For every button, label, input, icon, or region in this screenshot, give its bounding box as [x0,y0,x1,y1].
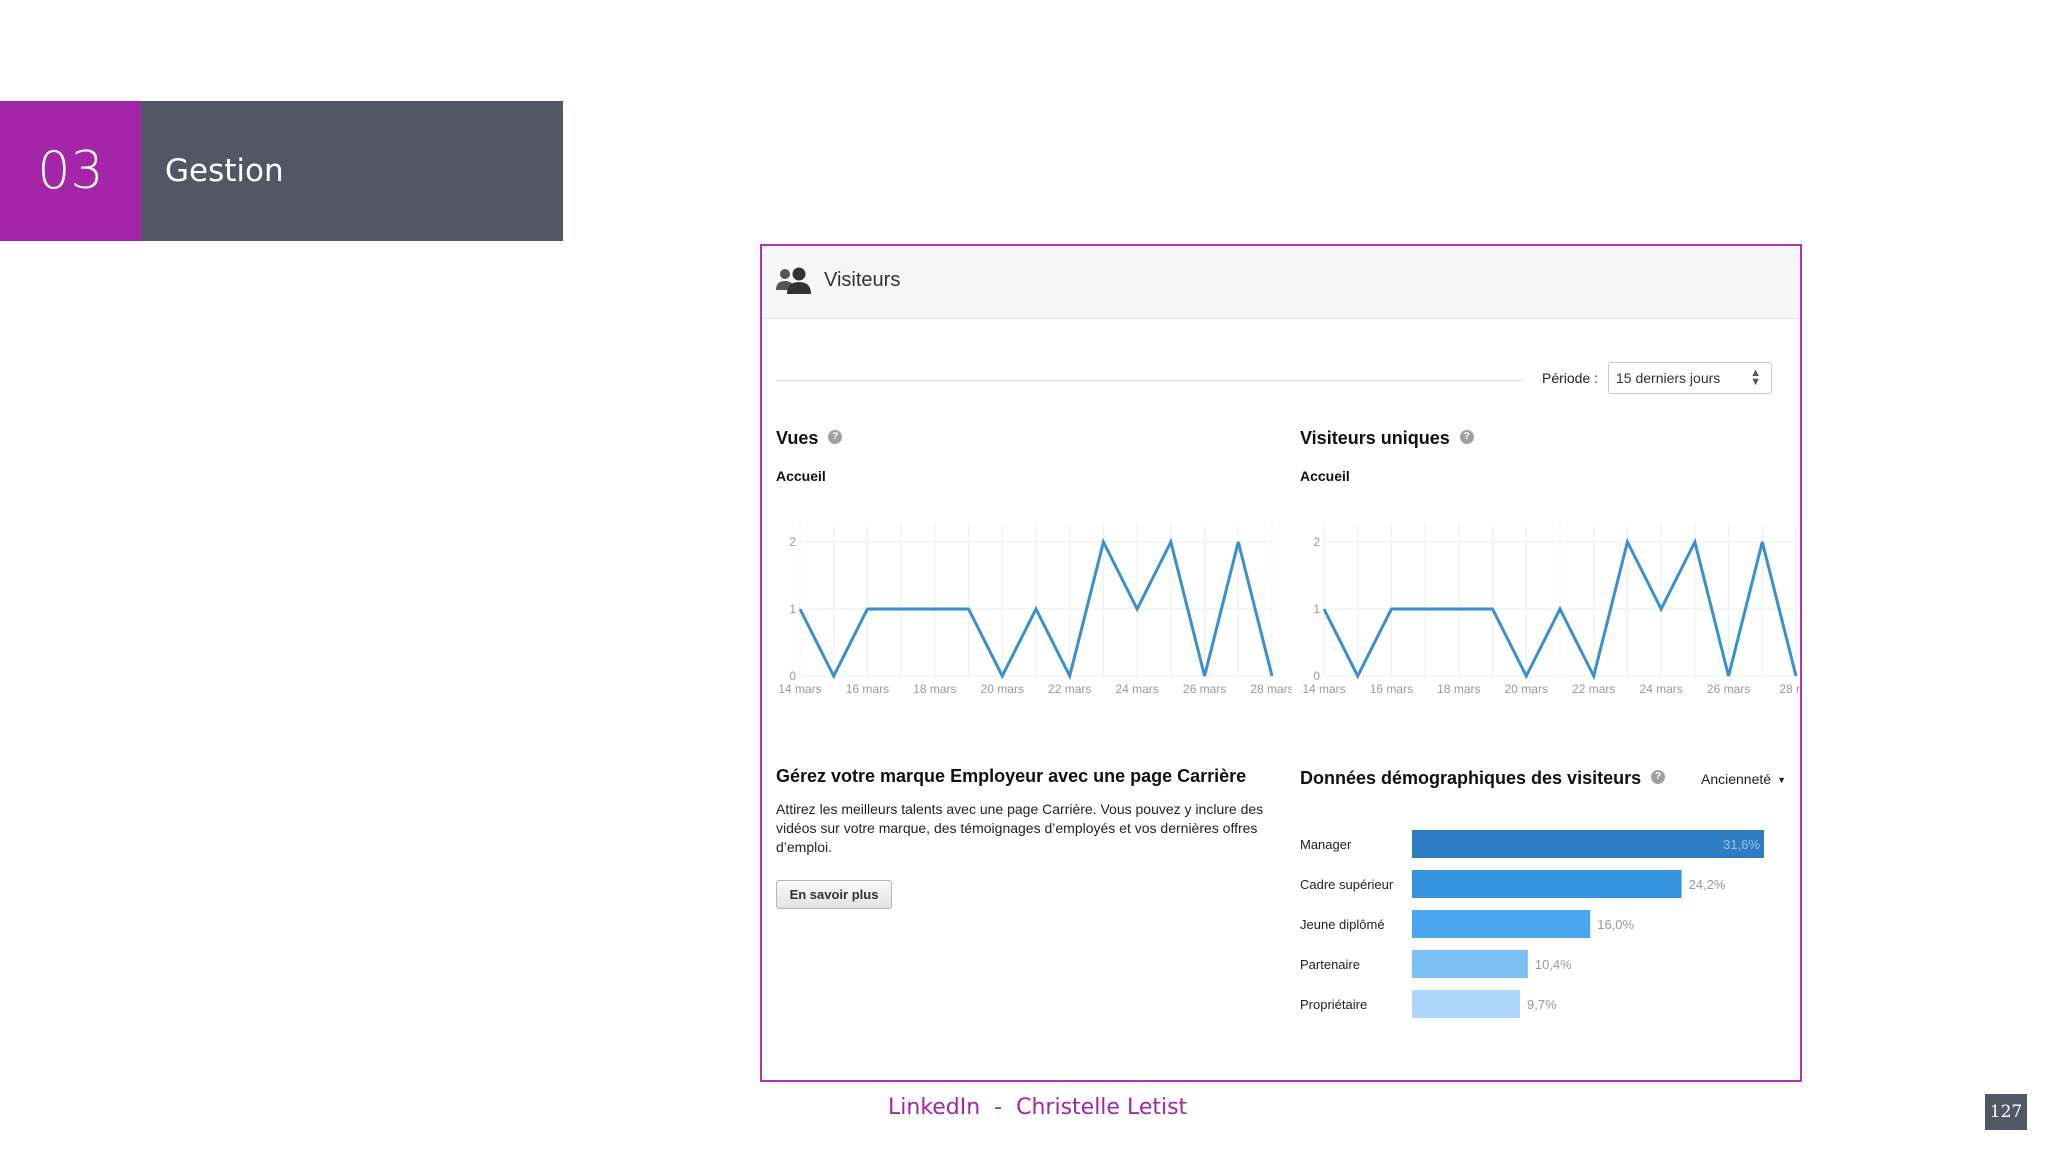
value-label: 9,7% [1527,997,1557,1012]
periode-label: Période : [1542,370,1599,386]
uniques-subtitle: Accueil [1300,468,1350,484]
category-label: Cadre supérieur [1300,877,1394,892]
caret-down-icon: ▼ [1777,775,1786,786]
x-tick-label: 16 mars [846,682,889,696]
demographics-title-text: Données démographiques des visiteurs [1300,768,1642,788]
x-tick-label: 26 mars [1183,682,1226,696]
vues-subtitle: Accueil [776,468,826,484]
uniques-title: Visiteurs uniques? [1300,428,1474,449]
vues-line-chart: 0 1 2 14 mars 16 mars 18 mars 20 mars 22 mars 24… [778,524,1292,696]
seniority-dropdown[interactable]: Ancienneté ▼ [1701,771,1786,787]
category-label: Jeune diplômé [1300,917,1385,932]
y-tick-label: 2 [789,535,796,549]
bar [1412,990,1521,1018]
periode-value: 15 derniers jours [1616,370,1721,386]
x-tick-label: 14 mars [778,682,821,696]
learn-more-button[interactable]: En savoir plus [776,880,892,909]
section-number: 03 [0,101,141,241]
category-label: Propriétaire [1300,997,1367,1012]
bar [1412,830,1764,858]
updown-icon: ▲ ▼ [1750,367,1761,388]
y-tick-label: 2 [1313,535,1320,549]
category-label: Manager [1300,837,1352,852]
x-tick-label: 14 mars [1302,682,1345,696]
y-tick-label: 1 [1313,602,1320,616]
bar [1412,910,1591,938]
value-label: 31,6% [1723,837,1760,852]
divider [776,380,1522,381]
page-number: 127 [1985,1094,2027,1130]
y-tick-label: 0 [789,669,796,683]
help-icon[interactable]: ? [828,430,843,445]
x-tick-label: 26 mars [1707,682,1750,696]
employer-text: Attirez les meilleurs talents avec une p… [776,801,1264,855]
demographics-bar-chart: Manager 31,6% Cadre supérieur 24,2% Jeune di… [1300,830,1764,1018]
help-icon[interactable]: ? [1651,770,1666,785]
footer-credit: LinkedIn - Christelle Letist [888,1095,1188,1120]
x-tick-label: 28 mars [1250,682,1292,696]
employer-title: Gérez votre marque Employeur avec une pa… [776,766,1247,786]
value-label: 10,4% [1535,957,1572,972]
x-tick-label: 18 mars [1437,682,1480,696]
category-label: Partenaire [1300,957,1360,972]
seniority-label: Ancienneté [1701,771,1772,787]
x-tick-label: 16 mars [1370,682,1413,696]
x-tick-label: 20 mars [1505,682,1548,696]
x-tick-label: 28 ma [1779,682,1802,696]
bar [1412,870,1682,898]
vues-title: Vues? [776,428,843,449]
x-tick-label: 22 mars [1048,682,1091,696]
periode-select[interactable]: 15 derniers jours ▲ ▼ [1608,362,1772,394]
y-tick-label: 0 [1313,669,1320,683]
visitors-panel: Visiteurs Période : 15 derniers jours ▲ ▼… [760,244,1802,1082]
x-tick-label: 24 mars [1115,682,1158,696]
section-title: Gestion [141,101,563,241]
x-tick-label: 18 mars [913,682,956,696]
vues-title-text: Vues [776,428,819,448]
panel-header: Visiteurs [762,246,1800,319]
demographics-title: Données démographiques des visiteurs? [1300,768,1666,789]
value-label: 24,2% [1689,877,1726,892]
uniques-line-chart: 0 1 2 14 mars 16 mars 18 mars 20 mars 22 mars 24… [1302,524,1802,696]
users-icon [776,267,811,294]
value-label: 16,0% [1597,917,1634,932]
x-tick-label: 22 mars [1572,682,1615,696]
y-tick-label: 1 [789,602,796,616]
bar [1412,950,1528,978]
help-icon[interactable]: ? [1459,430,1474,445]
panel-title: Visiteurs [824,269,901,291]
x-tick-label: 20 mars [981,682,1024,696]
x-tick-label: 24 mars [1639,682,1682,696]
uniques-title-text: Visiteurs uniques [1300,428,1450,448]
